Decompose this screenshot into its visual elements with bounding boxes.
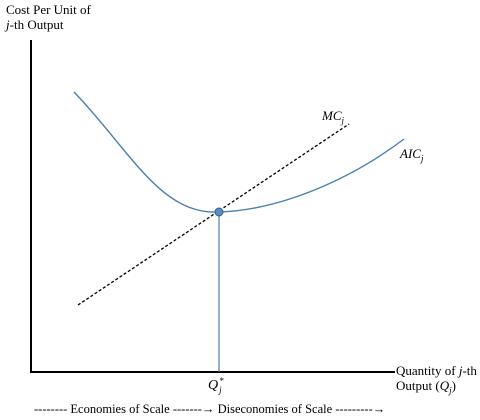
- economies-scale-caption: -------- Economies of Scale -------→ Dis…: [34, 402, 386, 416]
- aic-curve: [73, 91, 405, 213]
- mc-curve-label: MCj: [322, 108, 345, 126]
- y-axis-label-line1: Cost Per Unit of: [6, 2, 91, 17]
- aic-curve-label: AICj: [400, 146, 424, 164]
- y-axis-label: Cost Per Unit of j-th Output: [6, 2, 91, 32]
- mc-line: [77, 123, 350, 306]
- x-axis-label: Quantity of j-th Output (Qj): [396, 363, 477, 399]
- minimum-point-marker: [214, 207, 224, 217]
- q-star-label: Q * j: [208, 376, 224, 395]
- x-axis-label-line1: Quantity of j-th: [396, 363, 477, 378]
- y-axis-label-line2: j-th Output: [6, 17, 64, 32]
- x-axis-label-line2: Output (Qj): [396, 378, 456, 396]
